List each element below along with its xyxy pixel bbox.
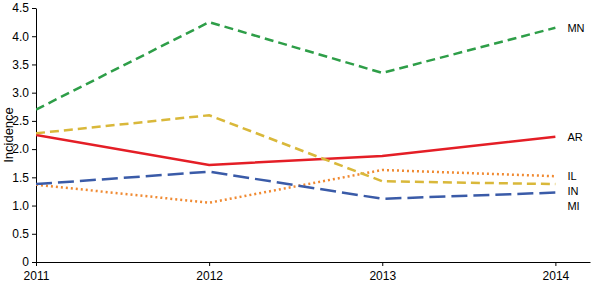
tick-label: 2014 [543, 269, 570, 283]
tick-label: 1.0 [12, 199, 29, 213]
tick: 3.0 [12, 86, 36, 100]
series-label: MI [567, 200, 579, 212]
series-label: IL [567, 170, 576, 182]
tick-mark [32, 64, 36, 65]
tick-mark [32, 177, 36, 178]
tick-mark [555, 262, 556, 266]
tick-label: 0.5 [12, 227, 29, 241]
tick-label: 2013 [369, 269, 396, 283]
tick-label: 3.0 [12, 86, 29, 100]
tick-mark [32, 149, 36, 150]
series-line [36, 135, 555, 165]
tick-mark [209, 262, 210, 266]
chart: 00.51.01.52.02.53.03.54.04.5201120122013… [0, 0, 600, 293]
tick: 2011 [24, 262, 50, 283]
tick: 0.5 [12, 227, 36, 241]
tick: 2014 [543, 262, 570, 283]
plot-area [36, 22, 555, 203]
series-label: IN [567, 185, 578, 197]
tick-mark [32, 234, 36, 235]
tick-mark [32, 121, 36, 122]
tick: 1.5 [12, 171, 36, 185]
series-line [36, 115, 555, 184]
tick: 1.0 [12, 199, 36, 213]
axis-title: Incidence [1, 107, 16, 163]
tick-label: 2011 [24, 269, 50, 283]
tick-mark [32, 93, 36, 94]
series-labels: MN AR IL IN MI [567, 22, 584, 212]
tick: 4.0 [12, 30, 36, 44]
x-axis: 2011 2012 2013 2014 [24, 262, 591, 283]
tick: 0 [22, 255, 36, 269]
series-line [36, 22, 555, 109]
tick: 2012 [196, 262, 223, 283]
series-line [36, 170, 555, 203]
tick: 4.5 [12, 1, 36, 15]
tick-mark [32, 262, 36, 263]
series-line [36, 172, 555, 199]
tick: 2013 [369, 262, 396, 283]
series-label: MN [567, 22, 584, 34]
axis-line [37, 262, 591, 263]
series-label: AR [567, 131, 582, 143]
tick-mark [32, 8, 36, 9]
tick-label: 4.5 [12, 1, 29, 15]
tick-label: 1.5 [12, 171, 29, 185]
tick: 3.5 [12, 58, 36, 72]
tick-mark [32, 206, 36, 207]
tick-mark [32, 36, 36, 37]
tick-label: 2012 [196, 269, 223, 283]
tick-label: 3.5 [12, 58, 29, 72]
tick-mark [36, 262, 37, 266]
tick-mark [382, 262, 383, 266]
tick-label: 4.0 [12, 30, 29, 44]
tick-label: 0 [22, 255, 29, 269]
